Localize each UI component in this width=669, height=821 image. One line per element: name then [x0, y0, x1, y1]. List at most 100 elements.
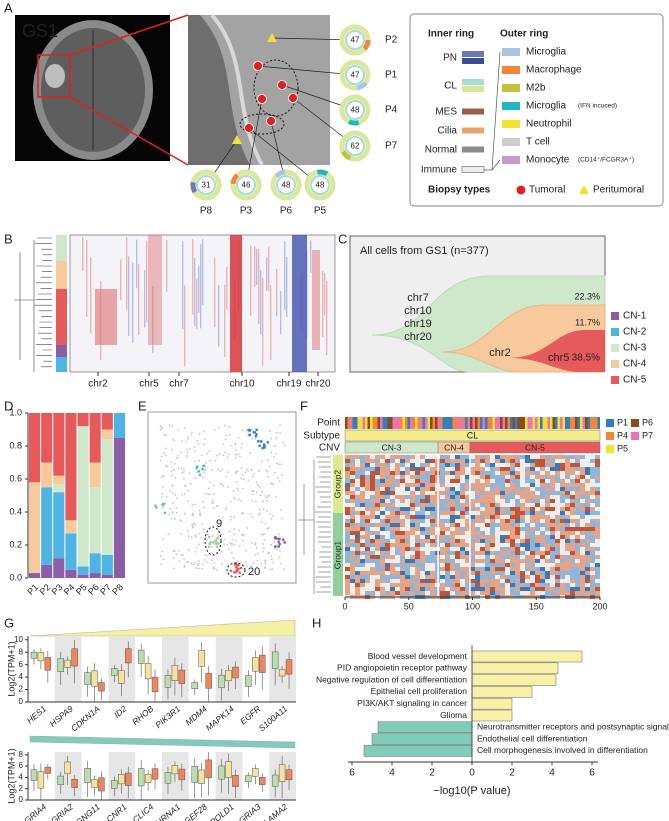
- heatmap-cell: [430, 575, 435, 579]
- cell-dot: [227, 548, 230, 551]
- chr-label: chr10: [229, 379, 254, 390]
- heatmap-cell: [485, 571, 490, 575]
- heatmap-cell: [445, 547, 450, 551]
- point-strip: [477, 417, 480, 429]
- heatmap-cell: [500, 487, 505, 491]
- cell-dot: [197, 562, 200, 565]
- heatmap-cell: [555, 499, 560, 503]
- heatmap-cell: [530, 575, 535, 579]
- heatmap-cell: [430, 515, 435, 519]
- heatmap-cell: [500, 527, 505, 531]
- heatmap-cell: [455, 495, 460, 499]
- heatmap-cell: [405, 515, 410, 519]
- heatmap-cell: [485, 591, 490, 595]
- heatmap-cell: [385, 559, 390, 563]
- heatmap-cell: [470, 515, 475, 519]
- point-strip: [355, 417, 358, 429]
- cell-dot: [176, 457, 178, 459]
- heatmap-cell: [420, 459, 425, 463]
- heatmap-cell: [545, 559, 550, 563]
- heatmap-cell: [525, 587, 530, 591]
- heatmap-cell: [540, 555, 545, 559]
- cell-dot: [225, 506, 228, 509]
- cluster-dot: [283, 541, 287, 544]
- heatmap-cell: [355, 579, 360, 583]
- heatmap-cell: [515, 511, 520, 515]
- heatmap-cell: [570, 567, 575, 571]
- heatmap-cell: [535, 583, 540, 587]
- heatmap-cell: [575, 467, 580, 471]
- cell-dot: [266, 527, 269, 530]
- heatmap-cell: [490, 503, 495, 507]
- bar: [471, 674, 557, 686]
- inner-ring: [310, 175, 330, 195]
- heatmap-cell: [530, 579, 535, 583]
- cell-dot: [279, 549, 281, 552]
- box: [218, 674, 225, 689]
- heatmap-cell: [580, 455, 585, 459]
- heatmap-cell: [370, 483, 375, 487]
- heatmap-cell: [565, 467, 570, 471]
- legend-item: P1: [617, 417, 628, 427]
- heatmap-cell: [350, 571, 355, 575]
- heatmap-cell: [365, 571, 370, 575]
- heatmap-cell: [565, 499, 570, 503]
- heatmap-cell: [415, 539, 420, 543]
- heatmap-cell: [580, 507, 585, 511]
- heatmap-cell: [390, 479, 395, 483]
- heatmap-cell: [535, 571, 540, 575]
- heatmap-cell: [350, 503, 355, 507]
- heatmap-stripe: [326, 281, 328, 356]
- heatmap-cell: [375, 519, 380, 523]
- heatmap-cell: [410, 571, 415, 575]
- heatmap-cell: [370, 467, 375, 471]
- heatmap-cell: [575, 571, 580, 575]
- bar: [363, 745, 473, 757]
- heatmap-cell: [585, 563, 590, 567]
- cell-dot: [186, 438, 189, 440]
- heatmap-cell: [475, 587, 480, 591]
- box: [178, 669, 186, 684]
- dendrogram: [298, 456, 331, 594]
- cell-dot: [173, 439, 176, 442]
- heatmap-cell: [415, 507, 420, 511]
- heatmap-cell: [415, 551, 420, 555]
- cell-dot: [211, 559, 213, 562]
- cell-dot: [254, 554, 257, 557]
- cell-dot: [211, 545, 214, 548]
- heatmap-cell: [355, 471, 360, 475]
- box: [137, 768, 145, 787]
- heatmap-cell: [590, 499, 595, 503]
- heatmap-stripe: [218, 285, 220, 347]
- heatmap-cell: [530, 539, 535, 543]
- heatmap-stripe: [90, 257, 92, 334]
- heatmap-cell: [405, 499, 410, 503]
- heatmap-cell: [490, 455, 495, 459]
- dendrogram: [14, 237, 52, 372]
- heatmap-cell: [430, 463, 435, 467]
- heatmap-cell: [570, 555, 575, 559]
- heatmap-cell: [550, 463, 555, 467]
- heatmap-cell: [545, 507, 550, 511]
- heatmap-cell: [440, 575, 445, 579]
- heatmap-cell: [470, 495, 475, 499]
- heatmap-cell: [500, 499, 505, 503]
- heatmap-cell: [355, 587, 360, 591]
- cell-dot: [211, 552, 213, 554]
- heatmap-cell: [360, 571, 365, 575]
- heatmap-cell: [505, 571, 510, 575]
- cell-dot: [191, 524, 194, 527]
- point-strip: [490, 417, 493, 429]
- point-strip: [517, 417, 520, 429]
- heatmap-cell: [485, 583, 490, 587]
- cell-dot: [173, 518, 176, 520]
- cell-dot: [161, 492, 164, 495]
- heatmap-cell: [400, 591, 405, 595]
- heatmap-cell: [515, 527, 520, 531]
- heatmap-cell: [425, 519, 430, 523]
- heatmap-cell: [545, 591, 550, 595]
- heatmap-cell: [365, 487, 370, 491]
- heatmap-cell: [380, 471, 385, 475]
- cell-dot: [234, 497, 237, 500]
- cell-dot: [225, 434, 228, 437]
